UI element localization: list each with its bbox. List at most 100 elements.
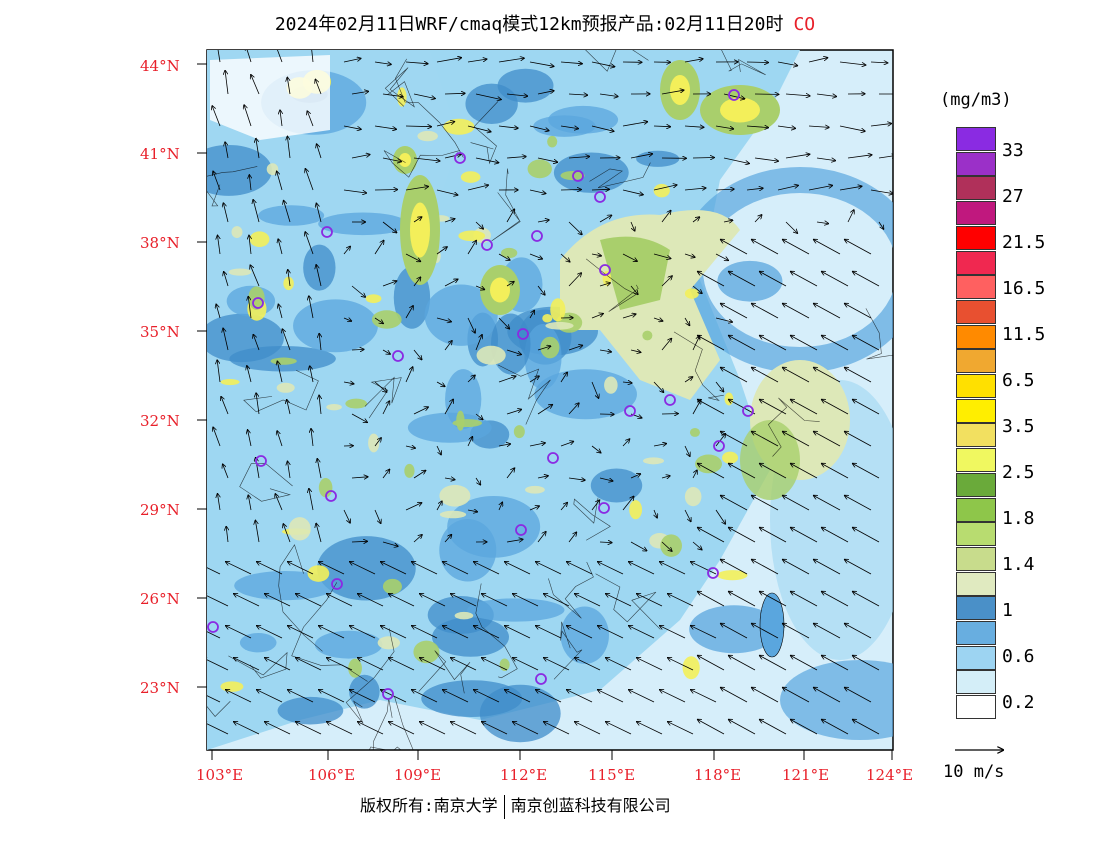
wind-vector-arrow-icon [568,94,587,95]
legend-swatch [956,299,996,324]
wind-vector-arrow-icon [467,185,488,191]
wind-vector-arrow-icon [475,285,484,290]
circle-station-icon [321,226,333,238]
wind-vector-arrow-icon [498,126,518,128]
concentration-patch [277,696,344,725]
wind-vector-arrow-icon [752,432,779,447]
hotspot [249,231,270,247]
concentration-patch [689,605,779,654]
wind-vector-arrow-icon [715,509,725,524]
wind-vector-arrow-icon [814,688,841,703]
wind-vector-arrow-icon [721,688,748,703]
wind-vector-arrow-icon [405,306,413,319]
wind-vector-arrow-icon [591,254,601,256]
province-border [207,166,258,207]
wind-vector-arrow-icon [444,478,455,480]
wind-vector-arrow-icon [249,236,251,255]
wind-vector-arrow-icon [315,80,322,95]
wind-vector-arrow-icon [316,203,322,223]
wind-vector-arrow-icon [284,201,291,223]
wind-vector-arrow-icon [467,241,476,255]
wind-vector-arrow-icon [822,720,849,735]
province-border [278,544,323,652]
province-border [548,561,594,619]
province-border [589,162,651,189]
wind-vector-arrow-icon [536,690,562,703]
legend-swatch [956,324,996,349]
circle-station-icon [624,405,636,417]
wind-vector-arrow-icon [544,722,570,735]
wind-vector-arrow-icon [568,345,582,351]
lat-label-29: 29°N [140,501,180,519]
wind-vector-arrow-icon [568,273,581,287]
wind-vector-arrow-icon [783,560,810,575]
wind-vector-arrow-icon [808,186,832,191]
wind-vector-arrow-icon [505,626,531,639]
wind-vector-arrow-icon [629,562,655,575]
province-border [383,150,460,178]
wind-vector-arrow-icon [691,690,717,703]
hotspot [397,87,407,107]
hotspot [404,463,415,478]
wind-vector-arrow-icon [591,189,609,190]
wind-vector-arrow-icon [746,188,763,190]
wind-vector-arrow-icon [529,189,546,194]
wind-vector-arrow-icon [248,430,252,447]
wind-vector-arrow-icon [467,437,472,447]
hotspot [695,454,723,474]
wind-vector-arrow-icon [630,541,647,551]
wind-vector-arrow-icon [253,200,260,223]
circle-station-icon [531,230,543,242]
wind-vector-arrow-icon [443,562,469,575]
wind-vector-arrow-icon [223,328,229,351]
wind-vector-arrow-icon [752,368,779,383]
wind-vector-arrow-icon [506,468,515,479]
hotspot [417,130,438,142]
wind-vector-arrow-icon [475,477,480,485]
province-border [243,370,319,413]
wind-vector-arrow-icon [319,626,345,639]
wind-vector-arrow-icon [513,722,539,735]
wind-vector-arrow-icon [560,442,573,447]
wind-vector-arrow-icon [506,282,514,287]
lon-label-121: 121°E [782,766,829,784]
wind-vector-arrow-icon [536,626,562,639]
wind-vector-arrow-icon [537,476,548,478]
hotspot [270,357,297,365]
wind-vector-arrow-icon [729,720,756,735]
circle-station-icon [535,673,547,685]
wind-vector-arrow-icon [451,722,477,735]
wind-vector-arrow-icon [591,61,615,67]
legend-label: 11.5 [1002,324,1046,345]
circle-station-icon [664,394,676,406]
wind-vector-arrow-icon [853,592,880,607]
wind-vector-arrow-icon [436,247,447,255]
lat-label-41: 41°N [140,145,180,163]
wind-vector-arrow-icon [343,246,350,255]
province-border [470,101,499,165]
circle-station-icon [742,405,754,417]
hotspot [547,135,558,148]
copyright-divider [503,794,505,819]
wind-vector-arrow-icon [591,445,601,453]
wind-vector-arrow-icon [319,562,345,575]
wind-vector-arrow-icon [311,50,314,63]
wind-vector-arrow-icon [544,594,570,607]
wind-vector-arrow-icon [319,690,345,703]
wind-vector-arrow-icon [382,349,390,354]
hotspot [724,392,734,406]
concentration-patch [717,260,783,302]
wind-vector-arrow-icon [451,594,477,607]
wind-vector-arrow-icon [791,336,818,351]
wind-vector-arrow-icon [760,464,787,479]
wind-vector-arrow-icon [660,690,686,703]
wind-vector-arrow-icon [816,222,828,224]
hotspot [454,611,474,620]
circle-station-icon [481,239,493,251]
hotspot [550,298,566,322]
wind-vector-arrow-icon [413,471,426,479]
wind-vector-arrow-icon [218,236,221,255]
province-border [491,168,521,242]
wind-vector-arrow-icon [698,720,725,735]
wind-vector-arrow-icon [567,690,593,703]
